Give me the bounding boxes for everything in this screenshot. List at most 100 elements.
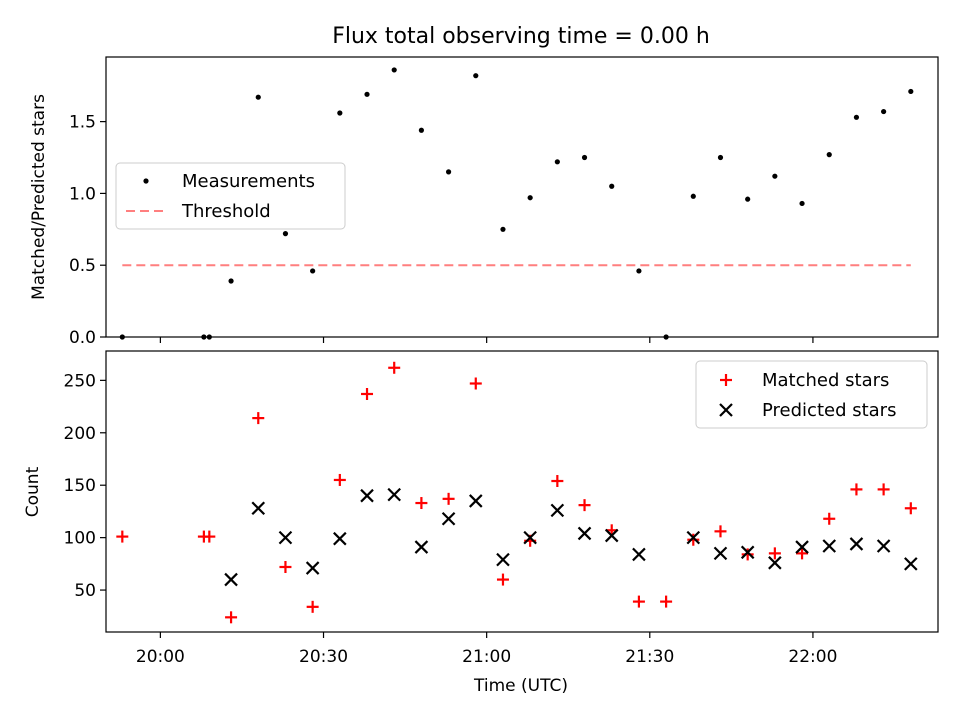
predicted-star-stroke bbox=[224, 572, 238, 587]
predicted-star-point bbox=[305, 561, 320, 575]
predicted-star-point bbox=[441, 511, 456, 526]
measurement-point bbox=[364, 91, 370, 97]
matched-star-point bbox=[388, 361, 401, 374]
x-axis-label: Time (UTC) bbox=[473, 676, 568, 696]
bottom-ytick-label: 200 bbox=[64, 424, 96, 444]
predicted-star-point bbox=[740, 545, 755, 560]
predicted-star-stroke bbox=[876, 539, 891, 553]
predicted-star-point bbox=[876, 539, 891, 553]
measurement-point bbox=[581, 154, 588, 161]
measurement-point bbox=[908, 88, 914, 95]
bottom-panel-frame bbox=[105, 350, 939, 633]
matched-star-point bbox=[279, 560, 292, 573]
predicted-star-stroke bbox=[577, 526, 592, 541]
matched-star-point bbox=[741, 548, 754, 561]
bottom-ytick-label: 250 bbox=[64, 371, 96, 391]
predicted-star-stroke bbox=[632, 547, 646, 562]
matched-star-point bbox=[823, 512, 836, 525]
predicted-star-point bbox=[468, 494, 483, 508]
top-y-axis-label: Matched/Predicted stars bbox=[29, 94, 49, 300]
predicted-star-point bbox=[686, 530, 701, 545]
predicted-star-point bbox=[904, 557, 918, 571]
predicted-star-stroke bbox=[604, 528, 619, 543]
top-panel-frame bbox=[105, 56, 939, 338]
bottom-ytick-label: 100 bbox=[64, 529, 96, 549]
matched-star-point bbox=[551, 475, 564, 488]
matched-star-point bbox=[333, 473, 346, 486]
predicted-star-point bbox=[414, 540, 429, 554]
measurement-point bbox=[527, 195, 533, 201]
measurement-point bbox=[310, 268, 316, 274]
measurement-point bbox=[228, 278, 234, 284]
top-ytick-label: 1.0 bbox=[69, 184, 96, 204]
matched-star-point bbox=[116, 530, 129, 543]
predicted-star-point bbox=[604, 528, 619, 543]
predicted-star-stroke bbox=[713, 546, 728, 561]
predicted-star-stroke bbox=[305, 561, 320, 575]
predicted-star-stroke bbox=[496, 552, 510, 567]
predicted-star-stroke bbox=[414, 540, 429, 554]
predicted-star-stroke bbox=[333, 531, 347, 546]
predicted-star-point bbox=[632, 547, 646, 562]
chart-title: Flux total observing time = 0.00 h bbox=[332, 24, 710, 49]
bottom-y-axis-label: Count bbox=[23, 466, 43, 517]
measurement-point bbox=[690, 193, 696, 199]
measurements-legend-label: Measurements bbox=[182, 171, 315, 192]
matched-star-point bbox=[632, 595, 645, 608]
bottom-panel-points bbox=[116, 361, 918, 624]
predicted-legend-marker bbox=[719, 403, 733, 417]
predicted-star-stroke bbox=[822, 539, 837, 553]
xtick-label: 22:00 bbox=[788, 647, 837, 667]
top-panel-ticks: 0.0 0.5 1.0 1.5 bbox=[69, 113, 814, 348]
matched-star-point bbox=[660, 595, 673, 608]
predicted-star-stroke bbox=[686, 530, 701, 545]
xtick-label: 21:00 bbox=[462, 647, 511, 667]
matched-star-point bbox=[361, 387, 374, 400]
predicted-star-stroke bbox=[278, 530, 293, 545]
predicted-star-stroke bbox=[740, 545, 755, 560]
predicted-star-stroke bbox=[550, 503, 565, 518]
predicted-star-stroke bbox=[523, 530, 537, 545]
predicted-star-point bbox=[360, 488, 374, 503]
predicted-star-stroke bbox=[768, 556, 782, 570]
threshold-legend-label: Threshold bbox=[181, 201, 271, 222]
predicted-star-point bbox=[550, 503, 565, 518]
predicted-star-stroke bbox=[441, 511, 456, 526]
predicted-star-point bbox=[849, 537, 864, 551]
matched-star-point bbox=[850, 483, 863, 496]
predicted-star-point bbox=[278, 530, 293, 545]
measurement-point bbox=[282, 231, 289, 237]
predicted-star-point bbox=[333, 531, 347, 546]
matched-star-point bbox=[252, 412, 265, 425]
predicted-star-stroke bbox=[849, 537, 864, 551]
matched-star-point bbox=[904, 502, 917, 515]
predicted-star-point bbox=[224, 572, 238, 587]
measurement-point bbox=[337, 110, 343, 116]
bottom-legend-box bbox=[695, 360, 928, 429]
bottom-ytick-label: 50 bbox=[74, 581, 96, 601]
matched-star-point bbox=[415, 497, 428, 510]
matched-star-point bbox=[714, 525, 727, 538]
matched-star-point bbox=[442, 492, 455, 505]
bottom-ytick-label: 150 bbox=[64, 476, 96, 496]
measurement-point bbox=[418, 127, 424, 133]
matched-star-point bbox=[306, 600, 319, 613]
predicted-star-stroke bbox=[904, 557, 918, 571]
xtick-label: 20:30 bbox=[299, 647, 348, 667]
measurement-point bbox=[881, 108, 887, 115]
matched-star-point bbox=[796, 547, 809, 560]
measurement-point bbox=[255, 94, 261, 100]
predicted-star-point bbox=[523, 530, 537, 545]
measurement-point bbox=[745, 196, 751, 202]
top-ytick-label: 0.0 bbox=[69, 328, 96, 348]
measurement-point bbox=[473, 73, 479, 79]
xtick-label: 21:30 bbox=[625, 647, 674, 667]
measurement-point bbox=[391, 67, 397, 73]
matched-legend-label: Matched stars bbox=[762, 370, 889, 391]
predicted-star-point bbox=[577, 526, 592, 541]
predicted-star-point bbox=[496, 552, 510, 567]
bottom-panel-ticks: 50 100 150 200 250 20:00 20:30 21:00 21:30 22:00 bbox=[64, 371, 838, 667]
matched-star-point bbox=[203, 530, 216, 543]
predicted-star-stroke bbox=[387, 487, 401, 502]
